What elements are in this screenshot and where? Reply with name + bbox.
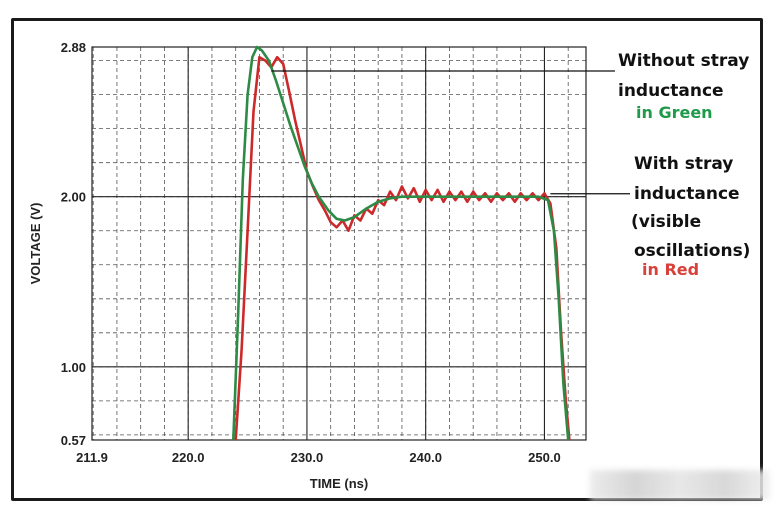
annotation-text: (visible [631,212,701,232]
annotation-text: oscillations) [634,241,750,261]
minor-grid [92,47,586,440]
x-tick-label: 230.0 [291,450,324,465]
chart-frame [11,18,763,501]
major-grid [92,47,586,440]
annotation-color-note: in Red [642,260,699,279]
annotation-text: Without stray [618,51,749,71]
y-tick-label: 2.88 [61,40,86,55]
series-layer [232,45,571,441]
annotation-text: inductance [618,81,724,101]
series-line-without-stray-inductance [232,45,570,441]
y-tick-label: 0.57 [61,433,86,448]
tick-labels: 211.9 220.0 230.0 240.0 250.0 0.57 1.00 2.00 2.8… [61,40,561,465]
y-tick-label: 1.00 [61,360,86,375]
x-axis-title: TIME (ns) [310,476,369,491]
plot-border [91,46,587,441]
x-tick-label: 240.0 [409,450,442,465]
y-axis-title: VOLTAGE (V) [28,203,43,285]
annotations: Without stray inductance in Green With stra… [271,51,750,279]
x-tick-label: 220.0 [172,450,205,465]
annotation-text: inductance [634,184,740,204]
annotation-text: With stray [634,154,733,174]
annotation-color-note: in Green [636,103,713,122]
x-tick-label: 211.9 [76,450,108,465]
x-tick-label: 250.0 [528,450,561,465]
watermark-blur [590,470,770,500]
y-tick-label: 2.00 [61,190,86,205]
